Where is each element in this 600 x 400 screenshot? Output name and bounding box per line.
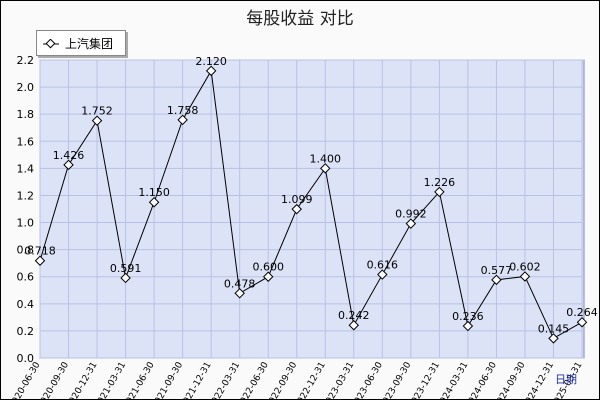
data-point	[576, 317, 588, 328]
y-tick-label: 0.2	[17, 325, 35, 338]
series-line: 0.718 1.426 1.752 0.591 1.150 1.758 2.120 0.478…	[24, 55, 598, 344]
y-tick-label: 1.4	[17, 162, 35, 175]
data-point	[462, 320, 474, 332]
data-point	[320, 163, 331, 174]
data-label: 0.616	[367, 259, 399, 272]
data-point	[348, 319, 360, 331]
data-label: 0.264	[566, 306, 598, 319]
data-label: 0.145	[538, 322, 570, 335]
data-label: 1.752	[81, 105, 113, 118]
data-label: 0.992	[395, 208, 427, 221]
data-label: 1.400	[310, 152, 342, 165]
y-tick-label: 0.6	[17, 271, 35, 284]
legend-label: 上汽集团	[65, 36, 114, 51]
y-tick-label: 2.0	[17, 81, 35, 94]
data-label: 0.236	[452, 310, 484, 323]
y-tick-label: 0.0	[17, 352, 35, 365]
data-label: 0.718	[24, 245, 56, 258]
chart-title: 每股收益 对比	[246, 9, 354, 29]
y-tick-label: 0.4	[17, 298, 35, 311]
x-axis: 2020-06-302020-09-302020-12-312021-03-31…	[8, 360, 585, 400]
y-axis: 0.0 0.2 0.4 0.6 0.8 1.0 1.2 1.4 1.6 1.8 2.0 2.2	[17, 54, 35, 365]
y-tick-label: 1.6	[17, 135, 35, 148]
legend: 上汽集团	[36, 30, 126, 56]
data-label: 0.242	[338, 309, 370, 322]
data-label: 1.150	[138, 186, 170, 199]
legend-marker-icon	[43, 38, 59, 49]
data-point	[491, 274, 502, 286]
data-point	[205, 65, 217, 77]
data-label: 1.426	[53, 149, 85, 162]
series-polyline	[39, 69, 583, 340]
grid-lines	[39, 59, 584, 359]
data-label: 1.758	[167, 104, 199, 117]
data-point	[91, 115, 103, 126]
data-label: 1.099	[281, 193, 313, 206]
data-point	[519, 271, 531, 282]
data-label: 0.600	[252, 261, 284, 274]
data-label: 1.226	[424, 176, 456, 189]
y-tick-label: 1.8	[17, 108, 35, 121]
data-point	[434, 186, 445, 198]
data-point	[291, 203, 302, 215]
data-label: 0.591	[110, 262, 142, 275]
y-tick-label: 1.0	[17, 217, 35, 230]
data-point	[148, 196, 160, 208]
y-tick-label: 2.2	[17, 54, 35, 67]
x-tick-label: 2020-06-30	[8, 360, 43, 400]
data-label: 2.120	[195, 55, 227, 68]
data-point	[377, 269, 388, 280]
data-point	[34, 255, 46, 266]
data-label: 0.602	[509, 260, 541, 273]
data-label: 0.577	[481, 264, 513, 277]
y-tick-label: 0.8	[17, 244, 35, 257]
data-point	[63, 159, 74, 171]
data-point	[234, 288, 245, 299]
x-axis-label: 日期	[555, 373, 577, 386]
y-tick-label: 1.2	[17, 189, 35, 202]
data-point	[262, 271, 274, 282]
data-point	[177, 114, 188, 126]
data-label: 0.478	[224, 277, 256, 290]
plot-area	[39, 59, 585, 359]
data-point	[548, 333, 559, 344]
data-point	[405, 218, 417, 229]
data-point	[120, 272, 131, 284]
